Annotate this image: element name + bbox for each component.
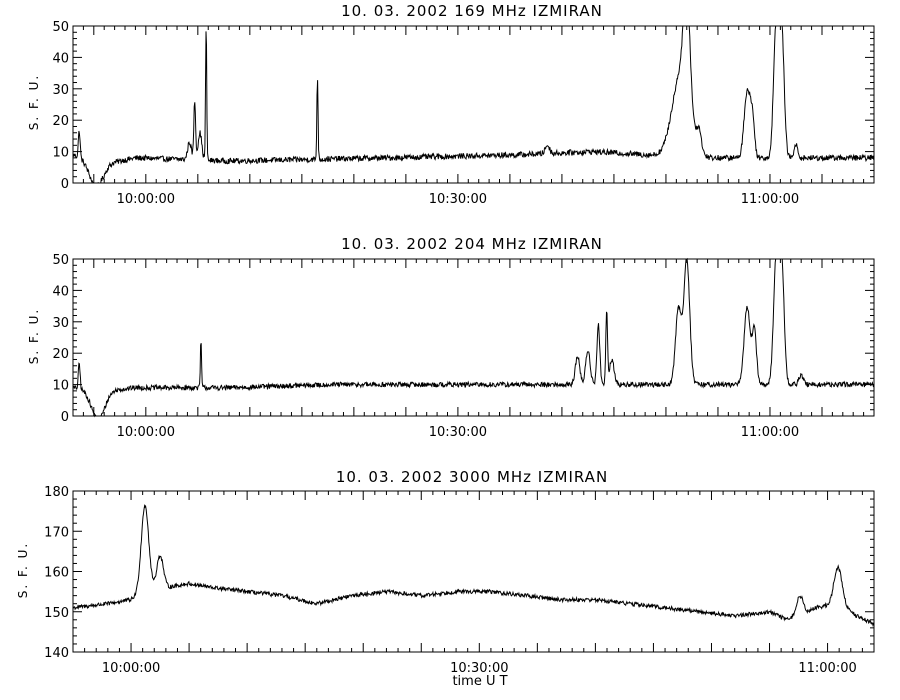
y-tick-label: 180 [44,485,69,500]
y-tick-label: 0 [61,410,69,425]
panel-title: 10. 03. 2002 169 MHz IZMIRAN [341,2,603,20]
x-axis-label: time U T [452,674,507,689]
x-tick-label: 10:00:00 [117,192,175,207]
y-tick-label: 20 [52,114,69,129]
y-tick-label: 50 [52,20,69,35]
x-tick-label: 11:00:00 [741,192,799,207]
y-tick-label: 40 [52,51,69,66]
y-tick-label: 20 [52,347,69,362]
x-tick-label: 11:00:00 [741,425,799,440]
y-tick-label: 50 [52,253,69,268]
y-tick-label: 40 [52,284,69,299]
panel-title: 10. 03. 2002 3000 MHz IZMIRAN [336,468,608,486]
x-tick-label: 10:30:00 [429,425,487,440]
y-tick-label: 10 [52,146,69,161]
plot-frame [72,490,875,653]
axis-ticks: 0 10 20 30 40 50 10:00:00 10:30:00 11:00:00 [52,20,875,207]
x-tick-label: 10:30:00 [450,661,508,676]
y-tick-label: 30 [52,83,69,98]
flux-series-line [72,257,875,418]
y-tick-label: 30 [52,316,69,331]
x-tick-label: 11:00:00 [798,661,856,676]
y-axis-label: S. F. U. [27,74,41,130]
panel-3000mhz: 10. 03. 2002 3000 MHz IZMIRAN S. F. U. 1… [16,468,875,689]
y-tick-label: 0 [61,177,69,192]
y-tick-label: 150 [44,606,69,621]
axis-ticks: 140 150 160 170 180 10:00:00 10:30:00 11:00:00 [44,485,875,676]
y-tick-label: 160 [44,566,69,581]
y-tick-label: 140 [44,646,69,661]
flux-series-line [72,25,875,184]
x-tick-label: 10:00:00 [102,661,160,676]
flux-series-line [72,503,875,628]
panel-title: 10. 03. 2002 204 MHz IZMIRAN [341,235,603,253]
plot-frame [72,258,875,417]
panel-169mhz: 10. 03. 2002 169 MHz IZMIRAN S. F. U. 0 1… [27,2,875,207]
y-tick-label: 10 [52,379,69,394]
x-tick-label: 10:30:00 [429,192,487,207]
axis-ticks: 0 10 20 30 40 50 10:00:00 10:30:00 11:00:00 [52,253,875,440]
panel-204mhz: 10. 03. 2002 204 MHz IZMIRAN S. F. U. 0 1… [27,235,875,440]
plot-frame [72,25,875,184]
y-axis-label: S. F. U. [27,308,41,364]
y-axis-label: S. F. U. [16,542,30,598]
x-tick-label: 10:00:00 [117,425,175,440]
y-tick-label: 170 [44,525,69,540]
